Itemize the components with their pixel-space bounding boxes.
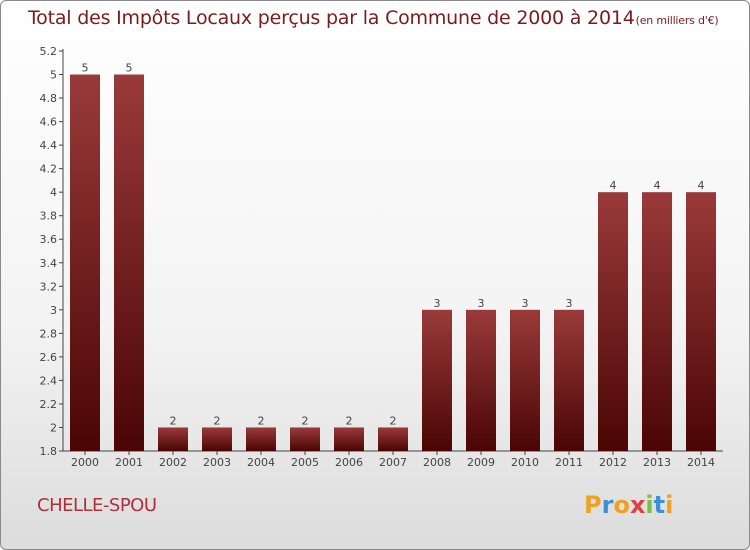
- bar: [290, 427, 320, 451]
- x-tick-label: 2010: [511, 456, 539, 469]
- x-tick-label: 2009: [467, 456, 495, 469]
- y-tick-label: 5.2: [40, 45, 58, 58]
- data-label: 2: [302, 414, 309, 427]
- x-tick-label: 2012: [599, 456, 627, 469]
- bar: [642, 192, 672, 452]
- y-tick-label: 3.6: [40, 233, 58, 246]
- chart-subtitle: (en milliers d'€): [635, 14, 719, 27]
- y-tick-label: 2.2: [40, 398, 58, 411]
- chart-title-text: Total des Impôts Locaux perçus par la Co…: [28, 7, 635, 29]
- data-label: 3: [434, 297, 441, 310]
- x-tick-label: 2005: [291, 456, 319, 469]
- proxiti-logo: Proxiti: [584, 491, 673, 519]
- x-tick-label: 2006: [335, 456, 363, 469]
- data-label: 2: [258, 414, 265, 427]
- logo-letter: i: [645, 491, 654, 519]
- logo-letter: r: [601, 491, 614, 519]
- logo-letter: P: [584, 491, 602, 519]
- data-label: 2: [346, 414, 353, 427]
- y-tick-label: 2: [50, 421, 57, 434]
- y-tick-label: 4.2: [40, 163, 58, 176]
- bar: [202, 427, 232, 451]
- y-tick-label: 2.8: [40, 327, 58, 340]
- y-tick-label: 2.6: [40, 351, 58, 364]
- data-label: 5: [126, 62, 133, 75]
- logo-letter: x: [629, 491, 646, 519]
- x-tick-label: 2013: [643, 456, 671, 469]
- logo-letter: i: [665, 491, 674, 519]
- logo-letter: t: [653, 491, 666, 519]
- y-tick-label: 3.4: [40, 257, 58, 270]
- bar: [378, 427, 408, 451]
- y-tick-label: 3.8: [40, 210, 58, 223]
- data-label: 2: [170, 414, 177, 427]
- data-label: 5: [82, 62, 89, 75]
- x-tick-label: 2014: [687, 456, 715, 469]
- x-tick-label: 2007: [379, 456, 407, 469]
- data-label: 2: [390, 414, 397, 427]
- bar: [466, 309, 496, 451]
- data-label: 3: [478, 297, 485, 310]
- y-tick-label: 4.4: [40, 139, 58, 152]
- bar: [510, 309, 540, 451]
- y-tick-label: 3: [50, 304, 57, 317]
- x-tick-label: 2003: [203, 456, 231, 469]
- data-label: 4: [610, 179, 617, 192]
- data-label: 2: [214, 414, 221, 427]
- x-tick-label: 2001: [115, 456, 143, 469]
- bar: [334, 427, 364, 451]
- y-tick-label: 1.8: [40, 445, 58, 458]
- x-tick-label: 2011: [555, 456, 583, 469]
- y-tick-label: 3.2: [40, 280, 58, 293]
- chart-title: Total des Impôts Locaux perçus par la Co…: [28, 7, 719, 29]
- x-tick-label: 2004: [247, 456, 275, 469]
- bar: [598, 192, 628, 452]
- data-label: 3: [566, 297, 573, 310]
- y-tick-label: 2.4: [40, 374, 58, 387]
- y-tick-label: 5: [50, 69, 57, 82]
- data-label: 4: [698, 179, 705, 192]
- data-label: 4: [654, 179, 661, 192]
- y-tick-label: 4.6: [40, 116, 58, 129]
- bar: [686, 192, 716, 452]
- x-tick-label: 2008: [423, 456, 451, 469]
- y-tick-label: 4: [50, 186, 57, 199]
- bar: [158, 427, 188, 451]
- bar: [70, 74, 100, 451]
- x-tick-label: 2002: [159, 456, 187, 469]
- logo-letter: o: [613, 491, 630, 519]
- y-tick-label: 4.8: [40, 92, 58, 105]
- bar: [246, 427, 276, 451]
- commune-name: CHELLE-SPOU: [37, 495, 157, 516]
- data-label: 3: [522, 297, 529, 310]
- bar: [114, 74, 144, 451]
- x-tick-label: 2000: [71, 456, 99, 469]
- bar: [422, 309, 452, 451]
- bar: [554, 309, 584, 451]
